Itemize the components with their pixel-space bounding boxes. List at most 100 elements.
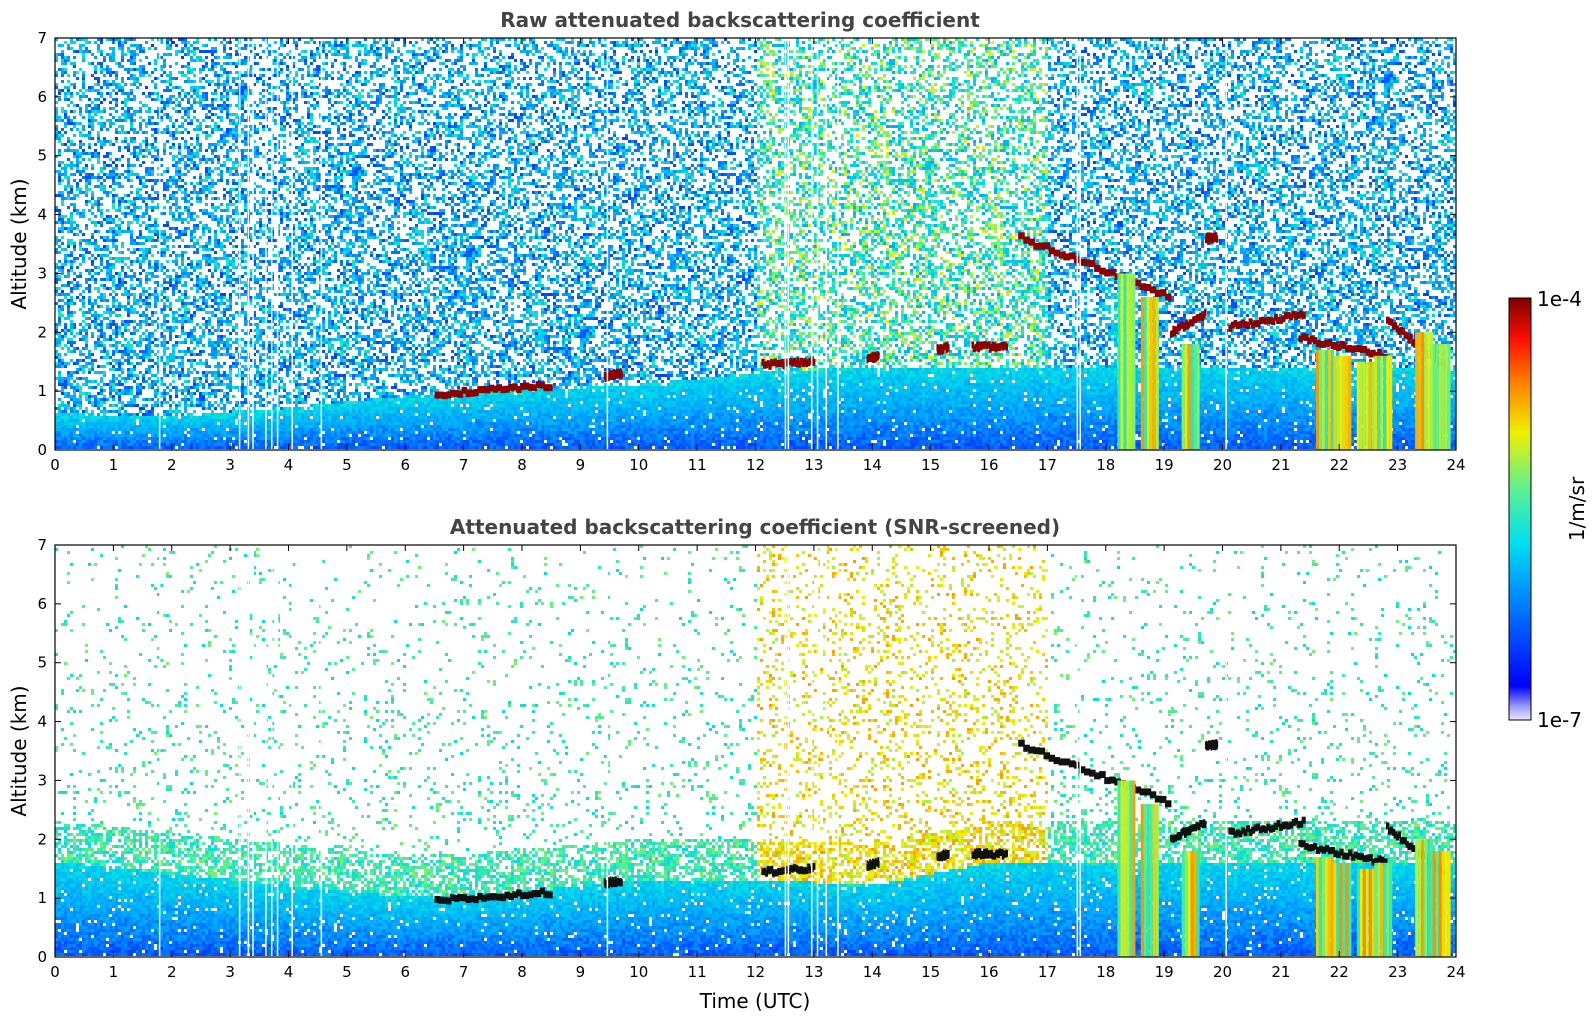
heatmap-cell (58, 413, 61, 416)
heatmap-cell (82, 392, 85, 395)
heatmap-cell (121, 257, 124, 260)
heatmap-cell (115, 209, 118, 212)
heatmap-cell (133, 98, 136, 101)
heatmap-cell (160, 299, 163, 302)
heatmap-cell (73, 50, 76, 53)
heatmap-cell (163, 59, 166, 62)
heatmap-cell (91, 308, 94, 311)
heatmap-cell (115, 437, 118, 440)
heatmap-cell (160, 446, 163, 449)
heatmap-cell (109, 416, 112, 419)
heatmap-cell (127, 257, 130, 260)
heatmap-cell (88, 446, 91, 449)
heatmap-cell (97, 248, 100, 251)
heatmap-cell (76, 287, 79, 290)
heatmap-cell (154, 383, 157, 386)
heatmap-cell (127, 299, 130, 302)
heatmap-cell (88, 131, 91, 134)
heatmap-cell (127, 371, 130, 374)
heatmap-cell (70, 287, 73, 290)
heatmap-cell (76, 155, 79, 158)
heatmap-cell (139, 422, 142, 425)
heatmap-cell (151, 128, 154, 131)
heatmap-cell (115, 308, 118, 311)
heatmap-cell (58, 152, 61, 155)
heatmap-cell (82, 437, 85, 440)
heatmap-cell (103, 440, 106, 443)
heatmap-cell (115, 434, 118, 437)
heatmap-cell (142, 374, 145, 377)
heatmap-cell (76, 233, 79, 236)
heatmap-cell (58, 53, 61, 56)
heatmap-cell (103, 80, 106, 83)
heatmap-cell (76, 167, 79, 170)
heatmap-cell (94, 278, 97, 281)
heatmap-cell (79, 437, 82, 440)
heatmap-cell (130, 311, 133, 314)
heatmap-cell (139, 44, 142, 47)
heatmap-cell (79, 293, 82, 296)
heatmap-cell (73, 311, 76, 314)
heatmap-cell (103, 161, 106, 164)
heatmap-cell (121, 293, 124, 296)
heatmap-cell (124, 53, 127, 56)
heatmap-cell (103, 140, 106, 143)
heatmap-cell (82, 320, 85, 323)
heatmap-cell (142, 320, 145, 323)
heatmap-cell (166, 116, 169, 119)
heatmap-cell (106, 80, 109, 83)
heatmap-cell (103, 383, 106, 386)
heatmap-cell (58, 446, 61, 449)
heatmap-cell (121, 155, 124, 158)
heatmap-cell (112, 80, 115, 83)
heatmap-cell (130, 398, 133, 401)
heatmap-cell (88, 104, 91, 107)
heatmap-cell (67, 116, 70, 119)
heatmap-cell (79, 407, 82, 410)
heatmap-cell (118, 410, 121, 413)
heatmap-cell (112, 284, 115, 287)
heatmap-cell (133, 425, 136, 428)
heatmap-cell (85, 194, 88, 197)
heatmap-cell (130, 419, 133, 422)
heatmap-cell (148, 287, 151, 290)
heatmap-cell (148, 425, 151, 428)
heatmap-cell (127, 362, 130, 365)
heatmap-cell (109, 380, 112, 383)
heatmap-cell (145, 209, 148, 212)
heatmap-cell (151, 398, 154, 401)
heatmap-cell (70, 140, 73, 143)
heatmap-cell (166, 320, 169, 323)
heatmap-cell (61, 422, 64, 425)
heatmap-cell (100, 215, 103, 218)
heatmap-cell (70, 164, 73, 167)
heatmap-cell (163, 152, 166, 155)
heatmap-cell (58, 227, 61, 230)
heatmap-cell (127, 296, 130, 299)
heatmap-cell (118, 437, 121, 440)
heatmap-cell (139, 128, 142, 131)
heatmap-cell (76, 194, 79, 197)
heatmap-cell (79, 230, 82, 233)
heatmap-cell (58, 344, 61, 347)
heatmap-cell (88, 353, 91, 356)
heatmap-cell (133, 272, 136, 275)
heatmap-cell (163, 329, 166, 332)
heatmap-cell (58, 428, 61, 431)
heatmap-cell (127, 230, 130, 233)
heatmap-cell (154, 47, 157, 50)
heatmap-cell (133, 308, 136, 311)
heatmap-cell (160, 56, 163, 59)
heatmap-cell (103, 293, 106, 296)
heatmap-cell (88, 122, 91, 125)
heatmap-cell (70, 281, 73, 284)
heatmap-cell (145, 440, 148, 443)
heatmap-cell (127, 323, 130, 326)
heatmap-cell (64, 113, 67, 116)
heatmap-cell (88, 62, 91, 65)
heatmap-cell (121, 113, 124, 116)
heatmap-cell (67, 221, 70, 224)
heatmap-cell (76, 212, 79, 215)
heatmap-cell (97, 47, 100, 50)
heatmap-cell (118, 47, 121, 50)
